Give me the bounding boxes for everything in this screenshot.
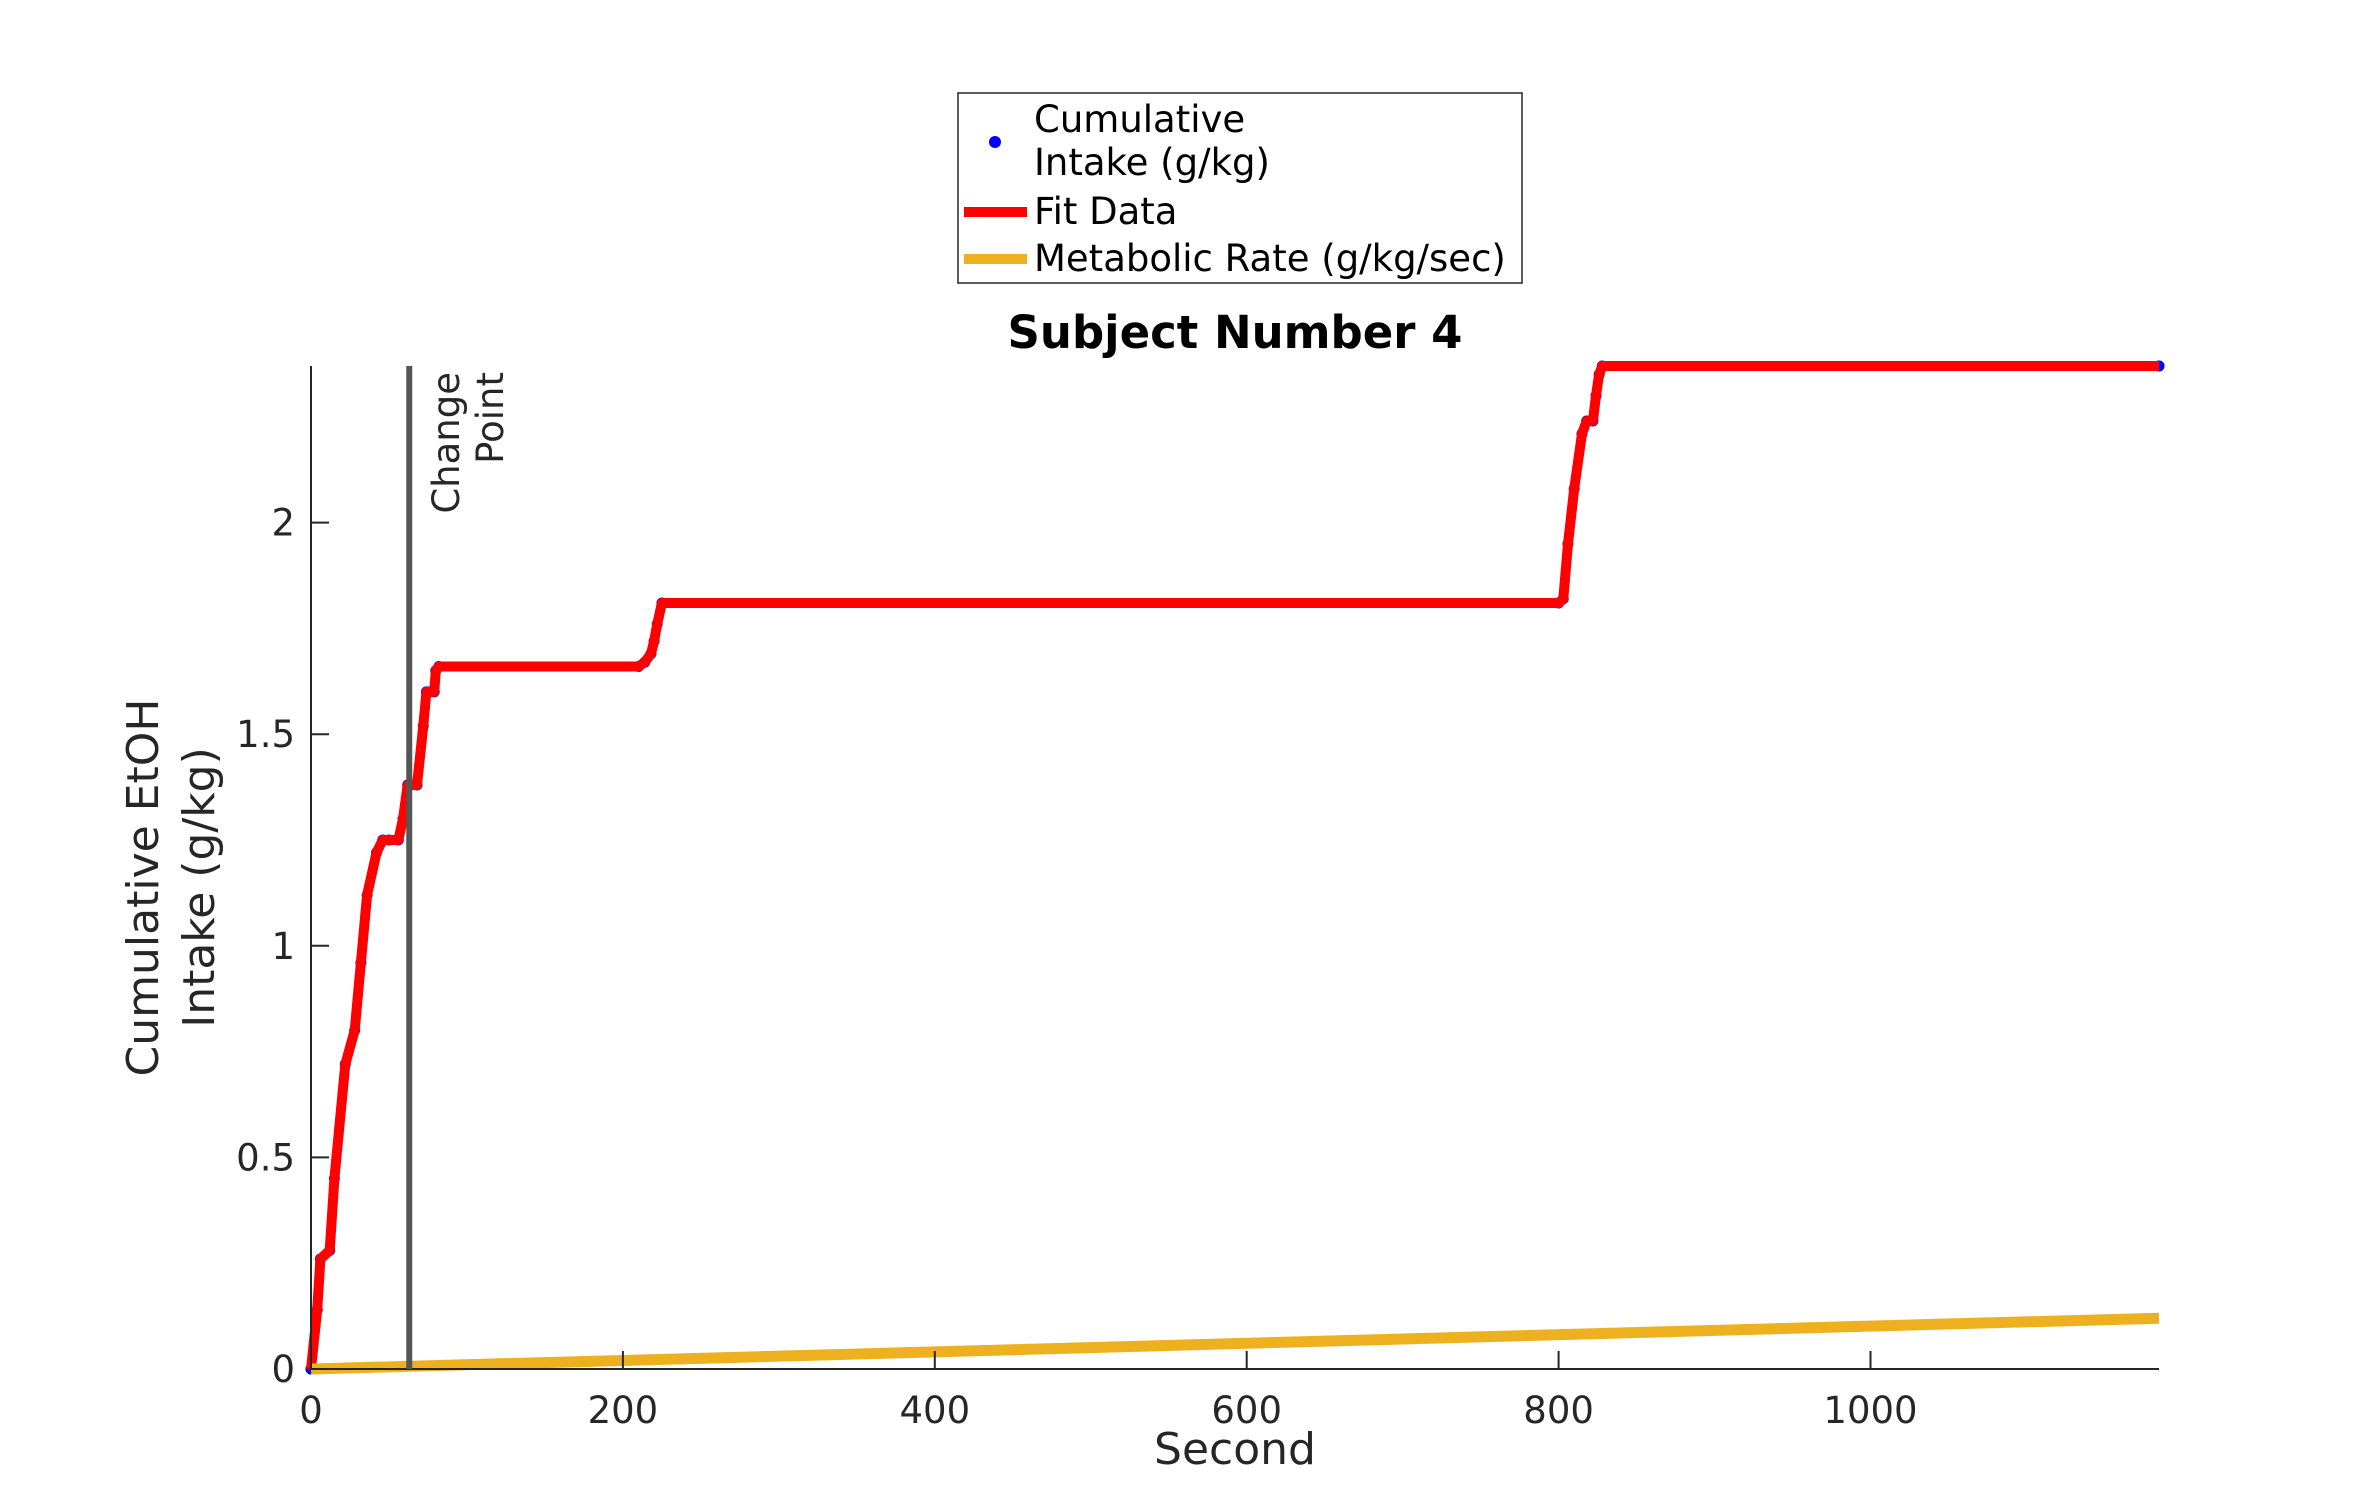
x-tick-label: 1000 [1823,1389,1917,1432]
x-tick-label: 400 [899,1389,970,1432]
legend-entry-line: Fit Data [1034,190,1177,233]
x-tick-label: 600 [1211,1389,1282,1432]
y-axis-label-text: Cumulative EtOH Intake (g/kg) [118,699,225,1077]
series-layer [305,360,2165,1375]
legend-marker-intake [989,136,1001,148]
legend-box [957,92,1523,284]
y-tick-label: 1.5 [236,713,295,756]
legend-entry-line: Intake (g/kg) [1034,141,1270,184]
y-tick-label: 1 [271,925,295,968]
legend: Cumulative Intake (g/kg) Fit DataMetabolic… [957,92,1523,284]
axes-layer: 0 200 400 600 800 1000 0 0.5 1 1.5 2 [236,366,2159,1432]
change-point-label: ChangePoint [425,372,512,514]
change-point-label-line: Change [425,372,468,514]
legend-entry-line: Cumulative [1034,98,1245,141]
x-tick-label: 0 [299,1389,323,1432]
y-axis-label: Cumulative EtOH Intake (g/kg) [118,699,225,1077]
y-tick-label: 0 [271,1348,295,1391]
y-axis-label-line: Intake (g/kg) [174,747,225,1028]
y-tick-label: 0.5 [236,1136,295,1179]
legend-entry-label: Metabolic Rate (g/kg/sec) [1034,237,1506,280]
annotation-layer: ChangePoint [406,366,512,1369]
fit-data-line [306,361,2159,1370]
x-axis-label: Second [1154,1424,1316,1475]
metabolic-rate-line [310,1312,2160,1375]
y-axis-label-line: Cumulative EtOH [118,699,169,1077]
legend-entry-label: Cumulative Intake (g/kg) [1034,98,1270,184]
chart-title: Subject Number 4 [1008,306,1463,359]
y-tick-label: 2 [271,502,295,545]
change-point-label-line: Point [469,372,512,464]
x-tick-label: 200 [588,1389,659,1432]
legend-entry-line: Metabolic Rate (g/kg/sec) [1034,237,1506,280]
x-tick-label: 800 [1523,1389,1594,1432]
legend-entry-label: Fit Data [1034,190,1177,233]
